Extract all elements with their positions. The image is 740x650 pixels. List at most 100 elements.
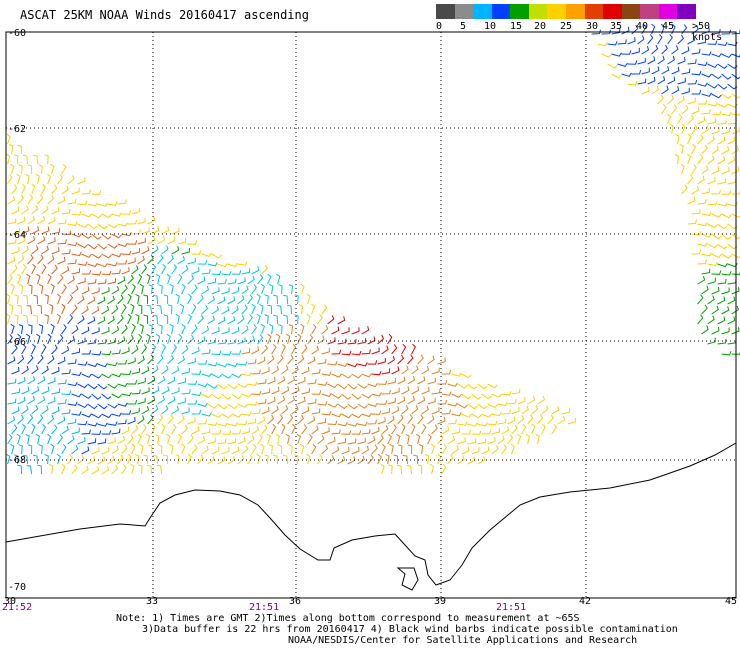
- wind-barb: [317, 401, 328, 406]
- wind-barb: [691, 48, 701, 55]
- wind-barb: [707, 277, 716, 285]
- wind-barb: [267, 273, 272, 285]
- wind-barb: [201, 445, 209, 455]
- wind-barb: [17, 396, 26, 405]
- wind-barb: [111, 253, 122, 258]
- wind-barb: [272, 454, 279, 465]
- wind-barb: [347, 363, 358, 368]
- wind-barb: [257, 356, 266, 365]
- wind-barb: [27, 444, 33, 455]
- wind-barb: [169, 323, 174, 335]
- wind-barb: [48, 463, 54, 475]
- wind-barb: [377, 434, 384, 445]
- wind-barb: [317, 381, 328, 386]
- wind-barb: [146, 333, 151, 345]
- wind-barb: [237, 295, 245, 305]
- wind-barb: [16, 433, 21, 445]
- wind-barb: [26, 465, 33, 475]
- wind-barb: [637, 78, 647, 85]
- wind-barb: [7, 334, 13, 345]
- legend-swatch: [603, 4, 623, 19]
- wind-barb: [217, 438, 227, 445]
- wind-barb: [197, 294, 204, 305]
- wind-barb: [137, 377, 146, 385]
- wind-barb: [166, 333, 171, 345]
- legend-swatch: [547, 4, 567, 19]
- wind-barb: [135, 313, 140, 325]
- wind-barb: [127, 313, 132, 325]
- wind-barb: [121, 324, 128, 335]
- wind-barb: [16, 173, 21, 185]
- wind-barb: [221, 351, 232, 356]
- wind-barb: [517, 433, 522, 445]
- wind-barb: [191, 391, 202, 397]
- wind-barb: [327, 454, 335, 465]
- wind-barb: [307, 433, 313, 445]
- wind-barb: [57, 219, 67, 225]
- legend-swatch: [510, 4, 530, 19]
- wind-barb: [107, 243, 118, 249]
- wind-barb: [481, 393, 492, 400]
- wind-barb: [687, 219, 697, 225]
- wind-barb: [707, 102, 718, 107]
- wind-barb: [187, 417, 196, 425]
- wind-barb: [607, 63, 618, 69]
- wind-barb: [491, 393, 502, 398]
- wind-barb: [441, 444, 448, 455]
- wind-barb: [273, 294, 279, 305]
- wind-barb: [247, 358, 257, 365]
- wind-barb: [167, 236, 176, 245]
- wind-barb: [721, 233, 732, 240]
- wind-barb: [161, 263, 167, 275]
- wind-barb: [288, 324, 294, 335]
- wind-barb: [557, 415, 566, 425]
- wind-barb: [67, 275, 75, 285]
- wind-barb: [197, 436, 206, 445]
- wind-barb: [267, 377, 276, 385]
- wind-barb: [391, 366, 400, 375]
- wind-barb: [217, 422, 228, 427]
- wind-barb: [207, 295, 215, 305]
- wind-barb: [81, 429, 91, 435]
- wind-barb: [81, 446, 90, 455]
- wind-barb: [201, 285, 209, 295]
- wind-barb: [17, 354, 25, 365]
- wind-barb: [227, 438, 237, 445]
- wind-barb: [717, 103, 728, 108]
- wind-barb: [391, 424, 397, 435]
- wind-barb: [18, 444, 23, 455]
- wind-barb: [291, 405, 299, 415]
- wind-barb: [57, 399, 67, 405]
- wind-barb: [137, 415, 145, 425]
- wind-barb: [57, 434, 64, 445]
- wind-barb: [22, 294, 29, 305]
- wind-barb: [191, 346, 200, 355]
- wind-barb: [47, 414, 55, 425]
- wind-barb: [393, 454, 399, 465]
- wind-barb: [41, 226, 50, 235]
- wind-barb: [47, 433, 52, 445]
- wind-barb: [297, 377, 306, 385]
- legend-label: 15: [510, 21, 523, 32]
- wind-barb: [57, 239, 67, 245]
- wind-barb: [717, 178, 727, 185]
- wind-barb: [21, 245, 29, 255]
- wind-barb: [137, 217, 146, 225]
- wind-barb: [77, 383, 88, 389]
- wind-barb: [661, 103, 667, 115]
- wind-barb: [7, 256, 16, 265]
- wind-barb: [107, 262, 118, 267]
- wind-barb: [18, 284, 24, 295]
- wind-barb: [621, 50, 632, 55]
- wind-barb: [163, 454, 169, 465]
- wind-barb: [267, 333, 272, 345]
- wind-barb: [707, 261, 718, 267]
- wind-barb: [311, 443, 317, 455]
- footnote: Note: 1) Times are GMT 2)Times along bot…: [0, 613, 740, 646]
- wind-barb: [187, 357, 196, 365]
- wind-barb: [306, 293, 311, 305]
- wind-barb: [337, 438, 347, 445]
- wind-barb: [121, 444, 128, 455]
- wind-barb: [81, 253, 92, 258]
- wind-barb: [221, 447, 230, 455]
